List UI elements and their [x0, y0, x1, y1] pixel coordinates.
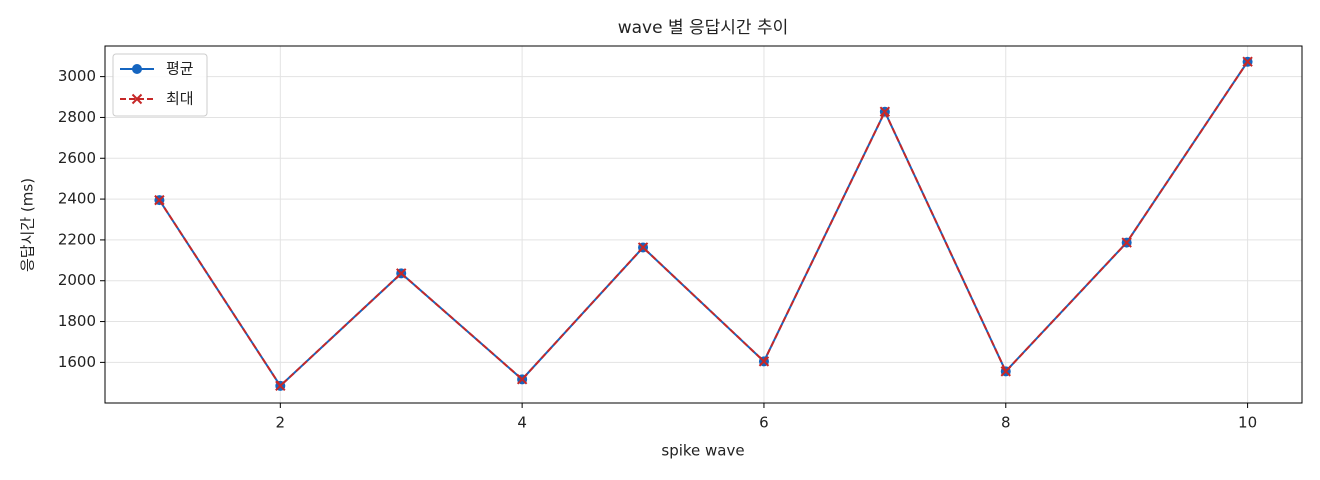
legend-marker: [131, 93, 143, 105]
x-tick-label: 2: [276, 414, 286, 432]
y-tick-label: 3000: [58, 67, 96, 85]
y-tick-label: 2400: [58, 190, 96, 208]
legend-label: 평균: [166, 60, 194, 78]
y-tick-label: 2600: [58, 149, 96, 167]
y-tick-label: 2000: [58, 271, 96, 289]
marker: [1121, 237, 1132, 248]
y-tick-label: 2200: [58, 230, 96, 248]
marker: [1000, 366, 1011, 377]
x-tick-label: 6: [759, 414, 769, 432]
grid: 1600 1800 2000 2200 2400 2600 2800 3000 2 4 6 8 10: [58, 46, 1302, 432]
y-tick-label: 1800: [58, 312, 96, 330]
plot-area: [154, 56, 1253, 392]
line: [158, 61, 1249, 388]
marker: [1242, 56, 1253, 67]
marker: [275, 380, 286, 392]
y-axis-label: 응답시간 (ms): [19, 178, 37, 272]
legend-marker: [132, 64, 142, 74]
axes-frame: [104, 45, 1303, 404]
marker: [154, 194, 165, 206]
x-tick-label: 8: [1001, 414, 1011, 432]
marker: [396, 268, 407, 279]
y-tick-label: 1600: [58, 353, 96, 371]
marker: [758, 356, 770, 367]
marker: [637, 242, 649, 253]
marker: [879, 106, 891, 117]
legend-label: 최대: [166, 90, 194, 108]
y-tick-label: 2800: [58, 108, 96, 126]
chart-title: wave 별 응답시간 추이: [618, 18, 789, 38]
x-tick-label: 10: [1238, 414, 1257, 432]
marker: [516, 374, 528, 385]
x-axis-label: spike wave: [661, 442, 744, 460]
x-tick-label: 4: [517, 414, 527, 432]
